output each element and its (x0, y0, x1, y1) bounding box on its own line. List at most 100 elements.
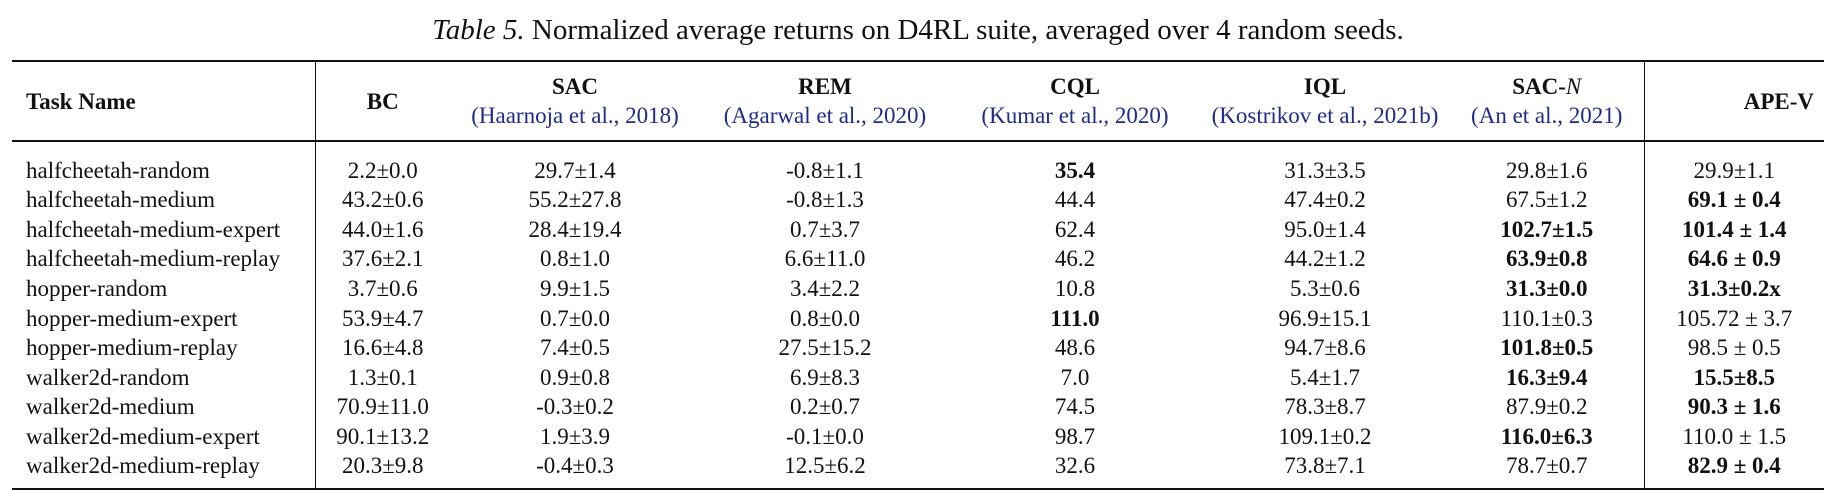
value-cell-ape-v: 110.0 ± 1.5 (1682, 424, 1787, 450)
value-cell-iql: 95.0±1.4 (1284, 216, 1366, 242)
value-cell-iql: 44.2±1.2 (1284, 246, 1366, 272)
method-citation: (Agarwal et al., 2020) (723, 103, 927, 128)
value-cell-cql: 74.5 (1054, 394, 1096, 420)
value-cell-iql: 47.4±0.2 (1284, 187, 1366, 213)
value-cell-sac: 0.8±1.0 (539, 246, 611, 272)
value-cell-sac: 0.9±0.8 (539, 364, 611, 390)
value-cell-iql: 96.9±15.1 (1278, 305, 1372, 331)
value-cell-bc: 2.2±0.0 (347, 158, 418, 183)
method-citation: (An et al., 2021) (1471, 103, 1623, 128)
task-name-cell: walker2d-random (12, 362, 316, 393)
table-row: halfcheetah-medium 43.2±0.6 55.2±27.8 -0.8±… (12, 185, 1824, 215)
method-name: REM (798, 74, 852, 99)
header-method-rem: REM (Agarwal et al., 2020) (700, 61, 950, 141)
value-cell-rem: -0.1±0.0 (786, 424, 864, 450)
value-cell-ape-v: 15.5±8.5 (1693, 364, 1776, 390)
value-cell-sac: 55.2±27.8 (528, 187, 622, 213)
value-cell-sac: 9.9±1.5 (539, 276, 611, 302)
value-cell-bc: 20.3±9.8 (341, 453, 424, 479)
value-cell-rem: 6.9±8.3 (789, 364, 861, 390)
table-row: walker2d-medium-expert 90.1±13.2 1.9±3.9 -0… (12, 421, 1824, 452)
method-name: SAC (551, 74, 598, 99)
value-cell-iql: 31.3±3.5 (1284, 158, 1366, 183)
value-cell-bc: 53.9±4.7 (341, 305, 424, 331)
table-row: walker2d-medium 70.9±11.0 -0.3±0.2 0.2±0.7 7… (12, 392, 1824, 422)
value-cell-sac-n: 63.9±0.8 (1450, 244, 1645, 274)
method-citation: (Kumar et al., 2020) (981, 103, 1169, 128)
value-cell-iql: 5.4±1.7 (1289, 364, 1361, 390)
value-cell-bc: 16.6±4.8 (341, 335, 424, 361)
value-cell-bc: 70.9±11.0 (336, 394, 429, 420)
method-name: CQL (1050, 74, 1100, 99)
header-method-cql: CQL (Kumar et al., 2020) (950, 61, 1200, 141)
table-body: halfcheetah-random 2.2±0.0 29.7±1.4 -0.8±1.… (12, 141, 1824, 490)
task-name-cell: walker2d-medium-replay (12, 451, 316, 490)
value-cell-bc: 90.1±13.2 (336, 424, 430, 450)
value-cell-rem: 12.5±6.2 (784, 453, 866, 479)
value-cell-bc: 1.3±0.1 (347, 364, 418, 390)
table-row: hopper-random 3.7±0.6 9.9±1.5 3.4±2.2 10.8 5.… (12, 273, 1824, 304)
table-row: walker2d-medium-replay 20.3±9.8 -0.4±0.3 12… (12, 451, 1824, 490)
value-cell-rem: 6.6±11.0 (784, 246, 866, 272)
header-method-bc: BC (315, 61, 450, 141)
value-cell-sac-n: 101.8±0.5 (1450, 332, 1645, 363)
table-caption-text: Normalized average returns on D4RL suite… (524, 14, 1404, 46)
method-citation: (Haarnoja et al., 2018) (471, 103, 679, 128)
task-name-cell: halfcheetah-medium-expert (12, 214, 316, 245)
value-cell-rem: 0.8±0.0 (789, 305, 861, 331)
value-cell-iql: 73.8±7.1 (1284, 453, 1366, 479)
value-cell-cql: 7.0 (1060, 364, 1090, 390)
table-row: hopper-medium-replay 16.6±4.8 7.4±0.5 27.5±… (12, 332, 1824, 363)
value-cell-cql: 35.4 (1054, 158, 1096, 183)
value-cell-sac: 28.4±19.4 (528, 216, 622, 242)
task-name-cell: walker2d-medium-expert (12, 421, 316, 452)
value-cell-iql: 5.3±0.6 (1289, 276, 1361, 302)
header-task-name: Task Name (12, 61, 316, 141)
value-cell-ape-v: 29.9±1.1 (1693, 158, 1776, 183)
value-cell-iql: 78.3±8.7 (1284, 394, 1366, 420)
value-cell-iql: 109.1±0.2 (1278, 424, 1372, 450)
value-cell-sac: -0.3±0.2 (536, 394, 614, 420)
method-name: IQL (1303, 74, 1347, 99)
value-cell-ape-v: 101.4 ± 1.4 (1681, 216, 1787, 242)
header-method-sac: SAC (Haarnoja et al., 2018) (450, 61, 700, 141)
task-name-cell: halfcheetah-medium-replay (12, 244, 316, 274)
value-cell-ape-v: 105.72 ± 3.7 (1676, 305, 1793, 331)
value-cell-sac-n: 29.8±1.6 (1450, 141, 1645, 185)
value-cell-rem: -0.8±1.1 (786, 158, 864, 183)
table-row: halfcheetah-medium-expert 44.0±1.6 28.4±19… (12, 214, 1824, 245)
task-name-cell: halfcheetah-random (12, 141, 316, 185)
value-cell-iql: 94.7±8.6 (1284, 335, 1366, 361)
task-name-cell: halfcheetah-medium (12, 185, 316, 215)
value-cell-sac: 29.7±1.4 (534, 158, 616, 183)
table-row: halfcheetah-medium-replay 37.6±2.1 0.8±1.0… (12, 244, 1824, 274)
value-cell-bc: 37.6±2.1 (341, 246, 424, 272)
task-name-cell: hopper-medium-replay (12, 332, 316, 363)
table-caption: Table 5. Normalized average returns on D… (0, 10, 1836, 50)
table-row: walker2d-random 1.3±0.1 0.9±0.8 6.9±8.3 7.0 5… (12, 362, 1824, 393)
value-cell-rem: 27.5±15.2 (778, 335, 872, 361)
method-name: APE-V (1743, 88, 1814, 114)
value-cell-sac-n: 78.7±0.7 (1450, 451, 1645, 490)
value-cell-sac-n: 16.3±9.4 (1450, 362, 1645, 393)
value-cell-sac-n: 102.7±1.5 (1450, 214, 1645, 245)
value-cell-rem: 3.4±2.2 (789, 276, 861, 302)
task-name-cell: walker2d-medium (12, 392, 316, 422)
value-cell-rem: -0.8±1.3 (786, 187, 864, 213)
value-cell-cql: 10.8 (1054, 276, 1096, 302)
value-cell-sac: 1.9±3.9 (539, 424, 611, 450)
value-cell-sac-n: 116.0±6.3 (1450, 421, 1645, 452)
value-cell-cql: 32.6 (1054, 453, 1096, 479)
value-cell-rem: 0.7±3.7 (789, 216, 861, 242)
value-cell-sac-n: 110.1±0.3 (1450, 303, 1645, 333)
value-cell-bc: 43.2±0.6 (341, 187, 424, 213)
value-cell-sac-n: 67.5±1.2 (1450, 185, 1645, 215)
value-cell-ape-v: 69.1 ± 0.4 (1687, 187, 1781, 213)
value-cell-sac: -0.4±0.3 (536, 453, 614, 479)
table-header-row: Task Name BC SAC (Haarnoja et al., 2018)… (12, 61, 1824, 141)
method-citation: (Kostrikov et al., 2021b) (1211, 103, 1439, 128)
results-table: Task Name BC SAC (Haarnoja et al., 2018)… (12, 60, 1824, 490)
task-name-cell: hopper-medium-expert (12, 303, 316, 333)
table-row: halfcheetah-random 2.2±0.0 29.7±1.4 -0.8±1.… (12, 141, 1824, 185)
table-caption-label: Table 5. (432, 14, 525, 46)
